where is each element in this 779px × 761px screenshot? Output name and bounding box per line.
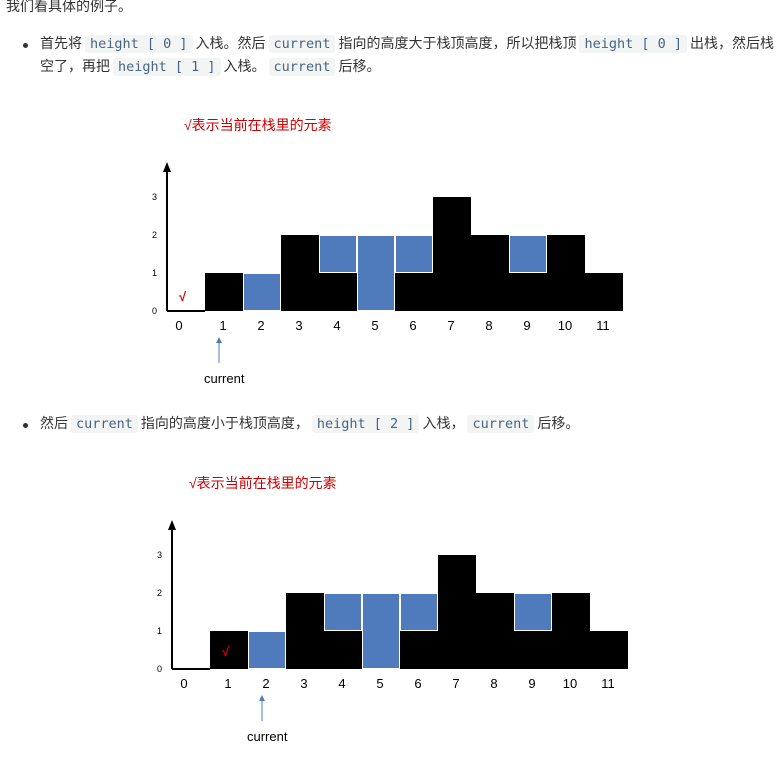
y-tick-label: 0	[152, 306, 157, 316]
x-tick-label: 7	[452, 676, 459, 691]
x-tick-label: 8	[490, 676, 497, 691]
y-tick-label: 1	[152, 268, 157, 278]
height-bar	[319, 273, 357, 311]
height-bar	[324, 631, 362, 669]
x-tick-label: 7	[447, 318, 454, 333]
step-text: 出栈，然后栈空了，再把	[40, 36, 774, 75]
legend-text: √表示当前在栈里的元素	[184, 117, 332, 133]
height-bar	[471, 235, 509, 311]
height-bar	[438, 555, 476, 669]
intro-text: 我们看具体的例子。	[6, 0, 132, 15]
height-bar	[514, 631, 552, 669]
x-tick-label: 10	[558, 318, 572, 333]
histogram-figure-2: √表示当前在栈里的元素 0 1 2 3 0 1 2 3 4 5 6 7 8 9 10 11 √ current	[145, 466, 645, 755]
height-bar	[433, 197, 471, 311]
inline-code: current	[268, 35, 336, 53]
water-block	[325, 594, 361, 630]
inline-code: height [ 0 ]	[85, 35, 193, 53]
histogram-chart: √表示当前在栈里的元素 0 1 2 3 0 1 2 3 4 5 6 7 8 9 10 11 √ current	[157, 475, 628, 744]
step-item: 然后 current 指向的高度小于栈顶高度， height [ 2 ] 入栈， curr…	[23, 413, 775, 436]
x-tick-label: 3	[300, 676, 307, 691]
pointer-arrow-head	[259, 695, 265, 701]
height-bar	[210, 631, 248, 669]
stack-mark: √	[179, 289, 187, 304]
water-block	[320, 236, 356, 272]
inline-code: height [ 1 ]	[113, 58, 221, 76]
x-tick-label: 0	[180, 676, 187, 691]
height-bar	[590, 631, 628, 669]
x-tick-label: 1	[219, 318, 226, 333]
histogram-chart: √表示当前在栈里的元素 0 1 2 3 0 1 2 3 4 5 6 7 8 9 10 11 √ current	[152, 117, 623, 386]
height-bar	[395, 273, 433, 311]
histogram-figure-1: √表示当前在栈里的元素 0 1 2 3 0 1 2 3 4 5 6 7 8 9 10 11 √ current	[140, 108, 640, 397]
step-text: 入栈。	[223, 59, 266, 75]
x-tick-label: 9	[523, 318, 530, 333]
inline-code: height [ 0 ]	[579, 35, 687, 53]
step-text: 指向的高度大于栈顶高度，所以把栈顶	[338, 36, 577, 52]
y-tick-label: 2	[152, 230, 157, 240]
height-bar	[509, 273, 547, 311]
water-block	[363, 594, 399, 668]
y-tick-label: 1	[157, 626, 162, 636]
y-axis-arrow	[163, 162, 171, 172]
height-bar	[547, 235, 585, 311]
x-tick-label: 11	[601, 676, 615, 691]
inline-code: current	[268, 58, 336, 76]
y-axis-arrow	[168, 520, 176, 530]
pointer-label: current	[247, 729, 288, 744]
x-tick-label: 5	[376, 676, 383, 691]
inline-code: current	[467, 415, 535, 433]
water-block	[396, 236, 432, 272]
water-block	[515, 594, 551, 630]
x-tick-label: 10	[563, 676, 577, 691]
height-bar	[205, 273, 243, 311]
height-bar	[400, 631, 438, 669]
inline-code: current	[71, 415, 138, 433]
legend-text: √表示当前在栈里的元素	[189, 475, 337, 491]
height-bar	[585, 273, 623, 311]
x-tick-label: 6	[409, 318, 416, 333]
pointer-arrow-head	[216, 337, 222, 343]
x-tick-label: 3	[295, 318, 302, 333]
step-text: 首先将	[40, 36, 82, 52]
step-text: 后移。	[338, 59, 381, 75]
x-tick-label: 1	[224, 676, 231, 691]
water-block	[510, 236, 546, 272]
height-bar	[281, 235, 319, 311]
x-tick-label: 8	[485, 318, 492, 333]
water-block	[401, 594, 437, 630]
x-tick-label: 5	[371, 318, 378, 333]
inline-code: height [ 2 ]	[311, 415, 420, 433]
x-tick-label: 11	[596, 318, 610, 333]
x-tick-label: 0	[175, 318, 182, 333]
x-tick-label: 6	[414, 676, 421, 691]
stack-mark: √	[222, 644, 230, 659]
y-tick-label: 3	[157, 550, 162, 560]
water-block	[249, 632, 285, 668]
water-block	[244, 274, 280, 310]
step-text: 然后	[40, 416, 68, 432]
pointer-label: current	[204, 371, 245, 386]
step-item: 首先将 height [ 0 ] 入栈。然后 current 指向的高度大于栈顶高度，所…	[23, 33, 775, 79]
height-bar	[476, 593, 514, 669]
height-bar	[286, 593, 324, 669]
step-text: 后移。	[537, 416, 580, 432]
y-tick-label: 3	[152, 192, 157, 202]
water-block	[358, 236, 394, 310]
x-tick-label: 2	[257, 318, 264, 333]
x-tick-label: 2	[262, 676, 269, 691]
x-tick-label: 9	[528, 676, 535, 691]
step-text: 入栈，	[422, 416, 465, 432]
y-tick-label: 0	[157, 664, 162, 674]
step-text: 入栈。然后	[195, 36, 266, 52]
step-text: 指向的高度小于栈顶高度，	[140, 416, 309, 432]
x-tick-label: 4	[333, 318, 340, 333]
x-tick-label: 4	[338, 676, 345, 691]
y-tick-label: 2	[157, 588, 162, 598]
height-bar	[552, 593, 590, 669]
